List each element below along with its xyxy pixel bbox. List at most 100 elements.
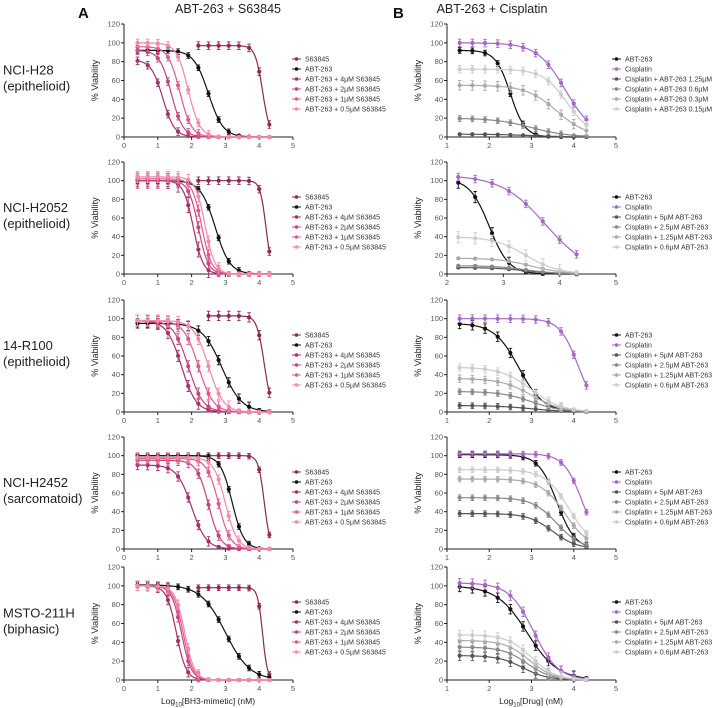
data-point xyxy=(523,262,528,267)
y-tick-label: 40 xyxy=(435,638,443,647)
data-point xyxy=(457,316,462,321)
legend-marker xyxy=(614,650,619,654)
y-tick-label: 0 xyxy=(439,676,443,685)
data-point xyxy=(267,672,272,677)
legend-entry: ABT-263 + 0.5µM S63845 xyxy=(305,383,386,390)
data-point xyxy=(206,404,211,409)
data-point xyxy=(456,174,461,180)
legend-marker xyxy=(294,640,299,644)
data-point xyxy=(135,455,140,460)
data-point xyxy=(558,329,564,334)
data-point xyxy=(470,48,475,53)
data-point xyxy=(508,85,513,90)
y-tick-label: 20 xyxy=(112,251,120,260)
legend-entry: Cisplatin + 5µM ABT-263 xyxy=(625,215,702,222)
data-point xyxy=(456,256,461,261)
legend-marker xyxy=(294,480,299,484)
y-tick-label: 40 xyxy=(435,507,443,516)
y-tick-label: 0 xyxy=(116,270,120,279)
data-point xyxy=(206,239,211,244)
data-point xyxy=(508,651,513,656)
legend-marker xyxy=(614,205,619,209)
data-point xyxy=(246,271,252,277)
legend-entry: S63845 xyxy=(305,333,329,340)
data-point xyxy=(482,390,488,395)
data-point xyxy=(226,544,231,549)
data-point xyxy=(571,122,576,127)
data-point xyxy=(257,69,262,74)
data-point xyxy=(482,654,488,659)
data-point xyxy=(175,49,181,54)
data-point xyxy=(175,175,181,180)
x-tick-label: 2 xyxy=(487,416,491,425)
curve-4 xyxy=(458,257,577,274)
x-tick-label: 1 xyxy=(156,278,160,287)
data-point xyxy=(508,383,513,388)
data-point xyxy=(482,589,488,594)
y-tick-label: 20 xyxy=(435,114,443,123)
data-point xyxy=(482,467,488,472)
data-point xyxy=(206,178,211,183)
data-point xyxy=(584,383,589,388)
data-point xyxy=(155,318,160,323)
data-point xyxy=(196,522,201,528)
data-point xyxy=(257,672,262,677)
chart-b-2: 0 20 40 60 80 100 120 1 2 3 4 5 % Viability ABT-263 Ci… xyxy=(413,296,712,426)
data-point xyxy=(175,336,181,341)
data-point xyxy=(520,45,526,50)
data-point xyxy=(175,638,181,644)
data-point xyxy=(508,496,513,501)
data-point xyxy=(226,259,231,264)
data-point xyxy=(457,389,462,394)
legend-entry: S63845 xyxy=(305,600,329,607)
data-point xyxy=(473,194,478,200)
x-tick-label: 1 xyxy=(445,684,449,693)
x-tick-label: 1 xyxy=(156,553,160,562)
y-tick-label: 60 xyxy=(112,619,120,628)
data-point xyxy=(226,585,231,590)
y-tick-label: 80 xyxy=(435,195,443,204)
x-axis-label-b: Log10[Drug] (nM) xyxy=(499,696,563,708)
legend-marker xyxy=(614,97,619,101)
data-point xyxy=(457,645,462,650)
data-point xyxy=(186,455,191,460)
y-tick-label: 120 xyxy=(430,433,443,442)
data-point xyxy=(175,114,181,119)
legend-entry: ABT-263 + 1µM S63845 xyxy=(305,640,380,647)
y-tick-label: 120 xyxy=(430,158,443,167)
data-point xyxy=(246,315,252,320)
data-point xyxy=(533,93,538,98)
data-point xyxy=(135,174,140,180)
data-point xyxy=(216,391,221,396)
data-point xyxy=(216,585,221,590)
chart-a-4: 0 20 40 60 80 100 120 0 1 2 3 4 5 % Viability S63845 AB… xyxy=(90,563,386,694)
legend-entry: Cisplatin + 0.6µM ABT-263 xyxy=(625,650,708,657)
legend-entry: Cisplatin xyxy=(625,480,652,487)
data-point xyxy=(196,131,201,136)
data-point xyxy=(165,55,171,60)
data-point xyxy=(533,401,538,406)
data-point xyxy=(457,467,462,472)
legend-marker xyxy=(614,57,619,61)
x-tick-label: 3 xyxy=(529,553,533,562)
legend-marker xyxy=(614,343,619,347)
data-point xyxy=(584,530,589,536)
data-point xyxy=(540,269,545,274)
data-point xyxy=(584,117,589,122)
data-point xyxy=(246,665,252,671)
legend-marker xyxy=(294,500,299,504)
legend-marker xyxy=(294,205,299,209)
panel-a-title: ABT-263 + S63845 xyxy=(175,2,281,16)
data-point xyxy=(495,61,500,66)
data-point xyxy=(571,523,576,528)
y-tick-label: 0 xyxy=(116,408,120,417)
data-point xyxy=(546,479,551,484)
legend-entry: Cisplatin xyxy=(625,205,652,212)
data-point xyxy=(236,677,242,683)
chart-a-1: 0 20 40 60 80 100 120 0 1 2 3 4 5 % Viability S63845 AB… xyxy=(90,158,386,288)
data-point xyxy=(196,364,201,369)
x-tick-label: 1 xyxy=(156,141,160,150)
data-point xyxy=(558,131,564,136)
data-point xyxy=(571,101,576,106)
